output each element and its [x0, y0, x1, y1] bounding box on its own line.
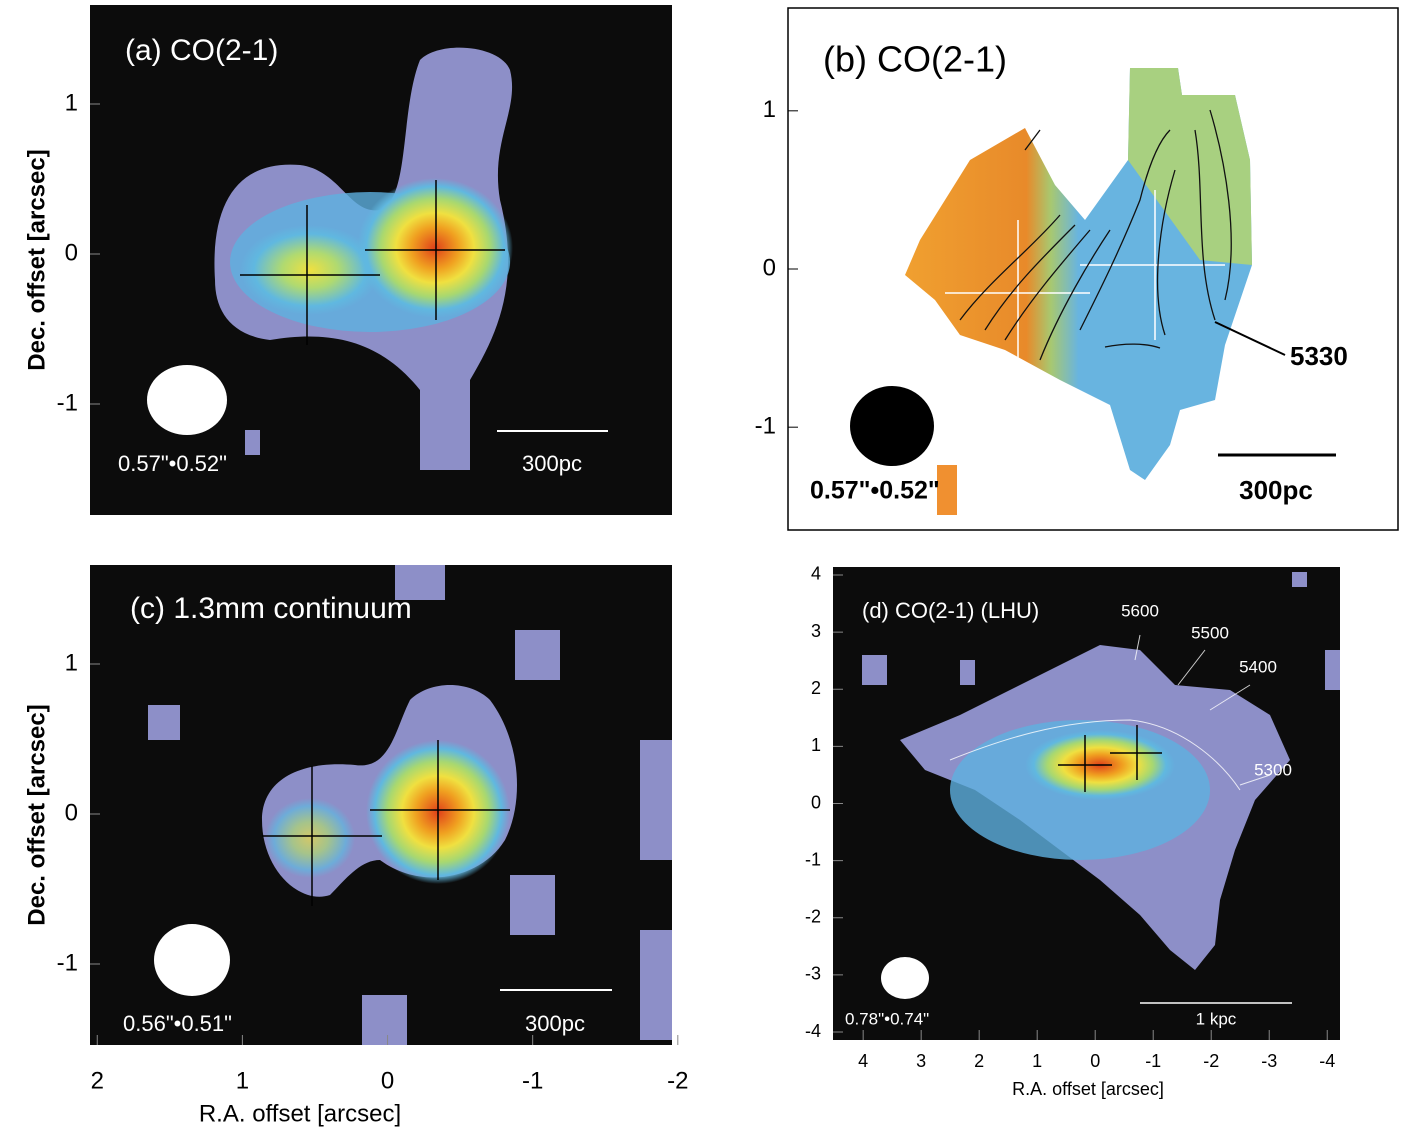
x-tick-label: 2 — [91, 1067, 104, 1094]
y-tick-label: 1 — [811, 735, 821, 755]
emission — [265, 798, 355, 878]
beam — [147, 365, 227, 435]
emission — [245, 430, 260, 455]
beam — [850, 386, 934, 466]
contour-label: 5300 — [1254, 760, 1292, 779]
y-tick-label: -1 — [755, 413, 776, 440]
panel-title: (c) 1.3mm continuum — [130, 592, 412, 625]
figure: (a) CO(2-1) 0.57"•0.52" 300pc Dec. offset [… — [0, 0, 1407, 1137]
x-tick-label: 3 — [916, 1051, 926, 1071]
beam — [154, 924, 230, 996]
y-tick-label: 1 — [65, 649, 78, 676]
x-tick-label: 1 — [1032, 1051, 1042, 1071]
annotation: 5330 — [1290, 341, 1348, 371]
x-tick-label: 1 — [236, 1067, 249, 1094]
x-tick-label: -2 — [667, 1067, 688, 1094]
y-tick-label: -1 — [805, 849, 821, 869]
y-axis-label: Dec. offset [arcsec] — [23, 149, 50, 370]
beam-label: 0.78"•0.74" — [845, 1009, 929, 1028]
y-tick-label: 4 — [811, 564, 821, 584]
contour-label: 5400 — [1239, 657, 1277, 676]
panel-title: (d) CO(2-1) (LHU) — [862, 598, 1039, 623]
beam-label: 0.57"•0.52" — [810, 477, 940, 505]
x-axis-label: R.A. offset [arcsec] — [199, 1100, 401, 1127]
beam-label: 0.56"•0.51" — [123, 1011, 232, 1036]
x-tick-label: 0 — [381, 1067, 394, 1094]
x-tick-label: -2 — [1203, 1051, 1219, 1071]
y-axis-label: Dec. offset [arcsec] — [23, 704, 50, 925]
y-tick-label: -1 — [57, 949, 78, 976]
page: {"panels":[ {"title":"(a) CO(2-1)","beam… — [0, 0, 1407, 1137]
y-tick-label: -1 — [57, 389, 78, 416]
scale-bar-label: 300pc — [525, 1011, 585, 1036]
y-tick-label: 0 — [763, 254, 776, 281]
beam-label: 0.57"•0.52" — [118, 451, 227, 476]
y-tick-label: 0 — [65, 799, 78, 826]
scale-bar-label: 300pc — [522, 451, 582, 476]
x-tick-label: -1 — [1145, 1051, 1161, 1071]
y-tick-label: 0 — [65, 239, 78, 266]
y-tick-label: 0 — [811, 792, 821, 812]
contour-label: 5600 — [1121, 601, 1159, 620]
x-axis-label: R.A. offset [arcsec] — [1012, 1079, 1164, 1099]
scale-bar-label: 1 kpc — [1196, 1009, 1237, 1028]
x-tick-label: -4 — [1319, 1051, 1335, 1071]
y-tick-label: 1 — [763, 96, 776, 123]
x-tick-label: -1 — [522, 1067, 543, 1094]
x-tick-label: 0 — [1090, 1051, 1100, 1071]
emission — [357, 178, 513, 318]
x-tick-label: 2 — [974, 1051, 984, 1071]
panel-title: (b) CO(2-1) — [823, 39, 1007, 80]
beam — [881, 957, 929, 999]
x-tick-label: 4 — [858, 1051, 868, 1071]
y-tick-label: 1 — [65, 89, 78, 116]
y-tick-label: -2 — [805, 907, 821, 927]
scale-bar-label: 300pc — [1239, 475, 1313, 505]
x-tick-label: -3 — [1261, 1051, 1277, 1071]
y-tick-label: -3 — [805, 964, 821, 984]
contour-label: 5500 — [1191, 623, 1229, 642]
velocity-field — [937, 465, 957, 515]
y-tick-label: -4 — [805, 1021, 821, 1041]
panel-title: (a) CO(2-1) — [125, 34, 278, 67]
y-tick-label: 3 — [811, 621, 821, 641]
y-tick-label: 2 — [811, 678, 821, 698]
